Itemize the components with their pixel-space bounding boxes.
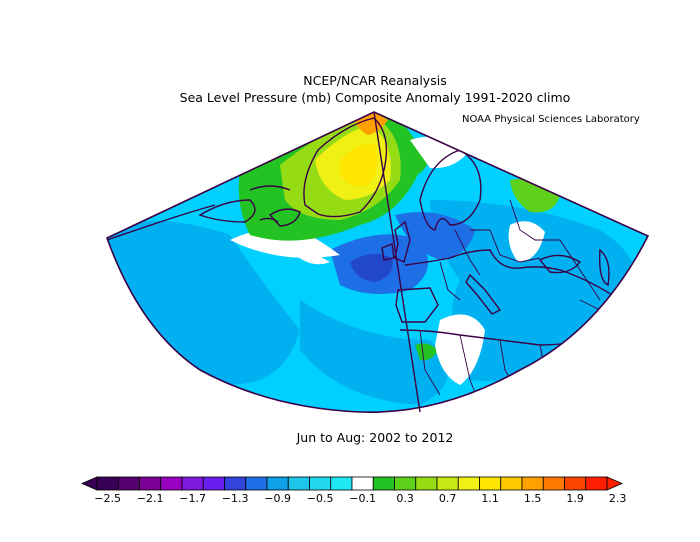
- colorbar-swatch: [181, 476, 204, 491]
- colorbar-swatch: [351, 476, 374, 491]
- meridian-line: [373, 111, 421, 413]
- credit-label: NOAA Physical Sciences Laboratory: [462, 114, 640, 125]
- map-subtitle: Sea Level Pressure (mb) Composite Anomal…: [179, 90, 571, 105]
- colorbar-left-arrow: [80, 476, 98, 491]
- italy-coast: [465, 273, 502, 315]
- field-white-east: [508, 221, 545, 262]
- colorbar-label: −1.7: [179, 492, 206, 505]
- ireland-coast: [381, 243, 395, 261]
- colorbar-label: −0.5: [307, 492, 334, 505]
- colorbar-label: −0.1: [349, 492, 376, 505]
- colorbar-swatch: [139, 476, 162, 491]
- blacksea-coast: [538, 254, 582, 274]
- colorbar-label: −1.3: [222, 492, 249, 505]
- iceland-coast: [268, 208, 301, 227]
- map-outline: [106, 111, 650, 413]
- colorbar-label: −2.1: [137, 492, 164, 505]
- colorbar-swatch: [479, 476, 502, 491]
- field-yellow-core: [340, 144, 378, 187]
- field-white-africa: [435, 314, 485, 385]
- colorbar-swatch: [372, 476, 395, 491]
- colorbar-swatch: [224, 476, 247, 491]
- colorbar-swatch: [117, 476, 140, 491]
- europe-coast: [404, 249, 621, 301]
- iberia-coast: [395, 287, 439, 323]
- colorbar-label: 2.3: [609, 492, 627, 505]
- field-green-africa: [415, 343, 438, 361]
- colorbar-swatch: [96, 476, 119, 491]
- field-mid-west: [107, 221, 300, 385]
- colorbar-label: 1.1: [481, 492, 499, 505]
- greenland-coast: [303, 117, 388, 218]
- period-label: Jun to Aug: 2002 to 2012: [296, 430, 454, 445]
- colorbar-swatch: [415, 476, 438, 491]
- canada-coast: [107, 204, 216, 241]
- colorbar-label: −2.5: [94, 492, 121, 505]
- colorbar-swatch: [202, 476, 225, 491]
- colorbar-label: 1.5: [524, 492, 542, 505]
- colorbar-swatch: [500, 476, 523, 491]
- colorbar-swatch: [309, 476, 332, 491]
- colorbar-swatch: [521, 476, 544, 491]
- colorbar-swatch: [287, 476, 310, 491]
- colorbar-swatch: [436, 476, 459, 491]
- colorbar-right-arrow: [606, 476, 624, 491]
- scandinavia-coast: [419, 149, 482, 231]
- colorbar-label: 0.3: [396, 492, 414, 505]
- baffin-coast: [198, 199, 256, 223]
- caspian-coast: [598, 248, 610, 287]
- colorbar-label: −0.9: [264, 492, 291, 505]
- arctic-islands: [249, 185, 291, 223]
- colorbar-swatch: [160, 476, 183, 491]
- field-green-scand: [395, 130, 430, 176]
- field-mid-south: [300, 300, 448, 405]
- colorbar-swatch: [245, 476, 268, 491]
- colorbar-label: 0.7: [439, 492, 457, 505]
- colorbar-swatch: [564, 476, 587, 491]
- colorbar-swatch: [542, 476, 565, 491]
- uk-coast: [394, 220, 411, 263]
- colorbar-swatch: [266, 476, 289, 491]
- map-title: NCEP/NCAR Reanalysis: [303, 73, 447, 88]
- colorbar-swatch: [457, 476, 480, 491]
- colorbar-swatch: [394, 476, 417, 491]
- coastlines: [107, 117, 621, 346]
- colorbar-swatch: [330, 476, 353, 491]
- colorbar-swatch: [585, 476, 608, 491]
- field-deepest: [350, 253, 393, 282]
- colorbar-label: 1.9: [566, 492, 584, 505]
- field-white-atlantic: [290, 250, 330, 265]
